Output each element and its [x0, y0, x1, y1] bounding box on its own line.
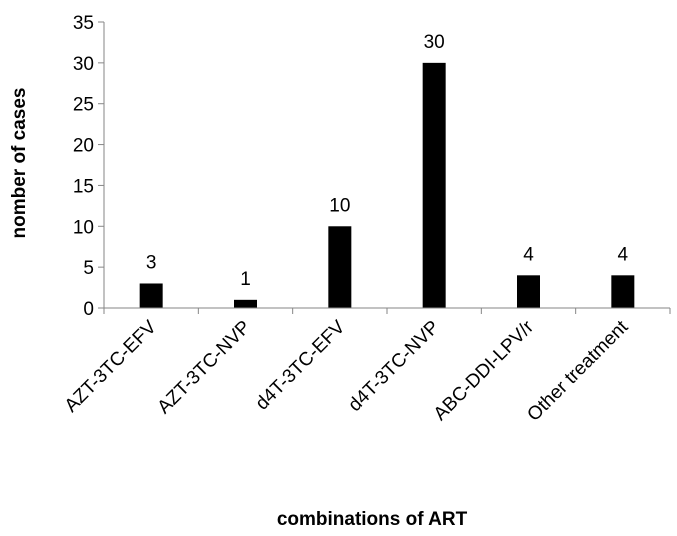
bars	[139, 62, 635, 308]
category-label: Other treatment	[523, 316, 632, 425]
y-tick-label: 35	[73, 13, 94, 34]
y-tick-label: 20	[73, 136, 94, 157]
data-labels: 3 1 10 30 4 4	[146, 32, 629, 290]
y-tick-label: 25	[73, 95, 94, 116]
bar-value-label: 30	[424, 32, 445, 53]
bar	[328, 226, 352, 308]
bar	[611, 275, 635, 308]
y-tick-label: 5	[83, 258, 94, 279]
bar-value-label: 10	[329, 195, 350, 216]
category-label: d4T-3TC-NVP	[344, 317, 443, 416]
y-axis-title: nomber of cases	[9, 88, 30, 239]
y-tick-label: 10	[73, 217, 94, 238]
bar-value-label: 3	[146, 252, 157, 273]
bar-value-label: 1	[240, 269, 251, 290]
bar	[517, 275, 540, 308]
bar	[234, 299, 257, 308]
bar	[422, 62, 446, 308]
bar-value-label: 4	[618, 244, 629, 265]
category-label: AZT-3TC-NVP	[154, 317, 255, 418]
category-label: ABC-DDI-LPV/r	[430, 316, 539, 425]
bar-value-label: 4	[523, 244, 534, 265]
y-tick-label: 15	[73, 176, 94, 197]
category-label: AZT-3TC-EFV	[61, 316, 161, 416]
bar	[139, 283, 163, 308]
x-axis-title: combinations of ART	[277, 509, 468, 530]
y-axis-ticks: 0 5 10 15 20 25 30 35	[73, 13, 671, 320]
category-labels: AZT-3TC-EFVAZT-3TC-NVPd4T-3TC-EFVd4T-3TC…	[61, 316, 633, 425]
category-label: d4T-3TC-EFV	[252, 316, 350, 414]
y-tick-label: 0	[83, 299, 94, 320]
y-tick-label: 30	[73, 54, 94, 75]
